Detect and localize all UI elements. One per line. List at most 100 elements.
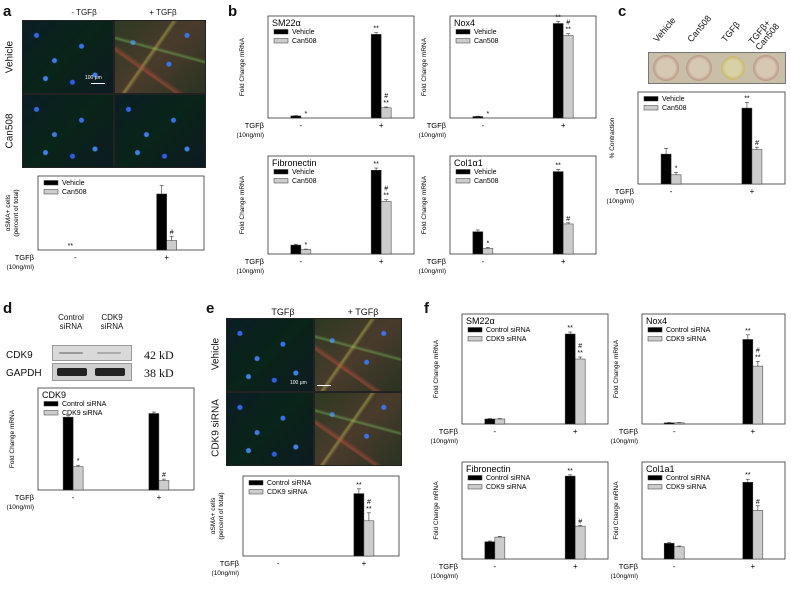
legend-swatch-2 [43, 410, 59, 416]
y-axis-label: Fold Change mRNA [433, 339, 440, 398]
tgf-axis-label: TGFβ [615, 187, 635, 196]
panel-letter-c: c [618, 3, 627, 20]
x-tick-label-1: - [300, 121, 303, 130]
legend-label-2: Can508 [292, 38, 317, 45]
chart-svg-e: αSMA+ cells (percent of total) Control siR… [210, 475, 400, 577]
plot-frame [461, 313, 609, 425]
chart-title: Fibronectin [466, 464, 511, 474]
y-axis-label: Fold Change mRNA [239, 175, 246, 234]
chart-f-sm22a: SM22α Fold Change mRNA Control siRNA CDK9 s… [424, 308, 614, 456]
legend-swatch-1 [273, 29, 289, 35]
legend-swatch-1 [43, 180, 59, 186]
col-header-tgfb: TGFβ [271, 307, 295, 317]
row-label-vehicle-e-text: Vehicle [210, 337, 222, 371]
bar-2-2 [752, 510, 764, 560]
legend-label-2: CDK9 siRNA [486, 336, 527, 343]
legend-label-2: Can508 [662, 105, 687, 112]
significance-mark: ** [744, 95, 750, 102]
kd-42: 42 kD [144, 348, 174, 362]
x-tick-label-1: - [673, 562, 676, 571]
bar-1-1 [472, 116, 484, 119]
significance-mark: ** [567, 325, 573, 332]
y-axis-label: (percent of total) [218, 492, 225, 539]
legend-swatch-2 [273, 178, 289, 184]
significance-mark: * [77, 458, 80, 465]
significance-mark: # [756, 499, 760, 506]
bar-2-2 [363, 520, 375, 557]
legend-swatch-1 [467, 475, 483, 481]
x-tick-label-2: + [362, 559, 367, 568]
bar-1-1 [660, 153, 672, 185]
significance-mark: # [755, 140, 759, 147]
significance-mark: # [367, 499, 371, 506]
panel-letter-b: b [228, 3, 238, 20]
y-axis-label: (percent of total) [13, 189, 20, 236]
blot-label-gapdh: GAPDH [6, 368, 42, 379]
significance-mark: # [578, 343, 582, 350]
bar-1-2 [370, 34, 382, 119]
chart-svg-c: % Contraction Vehicle Can508 * - ** # + TGFβ (10n… [607, 91, 786, 205]
tgf-concentration-label: (10ng/ml) [431, 438, 458, 445]
bar-2-1 [673, 422, 685, 425]
x-tick-label-2: + [573, 427, 578, 436]
kd-38: 38 kD [144, 366, 174, 380]
significance-mark: ** [577, 350, 583, 357]
bar-1-1 [484, 541, 496, 560]
legend-label-1: Vehicle [292, 169, 315, 176]
tgf-concentration-label: (10ng/ml) [237, 268, 264, 275]
tgf-concentration-label: (10ng/ml) [212, 570, 239, 577]
bar-2-1 [670, 174, 682, 185]
panel-letter-a: a [3, 3, 12, 20]
y-axis-label: Fold Change mRNA [421, 175, 428, 234]
contraction-wells-photo [648, 52, 786, 84]
legend-swatch-1 [43, 401, 59, 407]
row-label-can508-text: Can508 [4, 113, 16, 149]
chart-b-nox4: Nox4 Fold Change mRNA Vehicle Can508 * - ** ** #… [412, 10, 602, 150]
chart-b-col1a1: Col1α1 Fold Change mRNA Vehicle Can508 * - ** #… [412, 150, 602, 286]
chart-svg-f1: SM22α Fold Change mRNA Control siRNA CDK9 s… [431, 313, 609, 445]
plot-frame [267, 155, 415, 255]
bar-2-2 [380, 107, 392, 119]
well-label-can508: Can508 [685, 13, 714, 44]
significance-mark: ** [356, 482, 362, 489]
chart-svg-f3: Fibronectin Fold Change mRNA Control siRNA… [431, 461, 609, 580]
chart-svg-a: αSMA+ cells (percent of total) Vehicle Can5… [5, 175, 205, 271]
plot-frame [637, 91, 786, 185]
significance-mark: # [384, 93, 388, 100]
row-label-vehicle-text: Vehicle [4, 40, 16, 74]
legend-label-2: Can508 [62, 189, 87, 196]
x-tick-label-2: + [164, 253, 169, 262]
y-axis-label: Fold Change mRNA [239, 37, 246, 96]
tgf-axis-label: TGFβ [15, 253, 35, 262]
bar-1-2 [564, 333, 576, 425]
bar-1-1 [62, 416, 74, 491]
bar-1-2 [564, 475, 576, 560]
chart-b-fibronectin: Fibronectin Fold Change mRNA Vehicle Can508… [230, 150, 420, 286]
significance-mark: ** [373, 161, 379, 168]
legend-swatch-1 [643, 96, 659, 102]
legend-label-1: Vehicle [62, 180, 85, 187]
legend-swatch-1 [455, 169, 471, 175]
plot-frame [267, 15, 415, 119]
blot-label-cdk9: CDK9 [6, 350, 33, 361]
plot-frame [449, 155, 597, 255]
chart-title: Nox4 [454, 18, 475, 28]
y-axis-label: Fold Change mRNA [421, 37, 428, 96]
legend-label-1: Vehicle [474, 29, 497, 36]
chart-svg-b3: Fibronectin Fold Change mRNA Vehicle Can508… [237, 155, 415, 275]
legend-label-1: Control siRNA [267, 480, 312, 487]
plot-frame [242, 475, 400, 557]
y-axis-label: αSMA+ cells [5, 194, 12, 231]
panel-letter-e: e [206, 300, 215, 317]
tgf-concentration-label: (10ng/ml) [237, 132, 264, 139]
legend-swatch-2 [647, 336, 663, 342]
bar-1-2 [148, 413, 160, 491]
chart-title: Fibronectin [272, 158, 317, 168]
micrograph-a-vehicle-plus [114, 20, 206, 94]
legend-label-2: CDK9 siRNA [666, 336, 707, 343]
chart-title: SM22α [272, 18, 301, 28]
bar-2-2 [752, 365, 764, 425]
legend-swatch-1 [647, 327, 663, 333]
panel-letter-f: f [424, 300, 429, 317]
significance-mark: ** [68, 243, 74, 250]
